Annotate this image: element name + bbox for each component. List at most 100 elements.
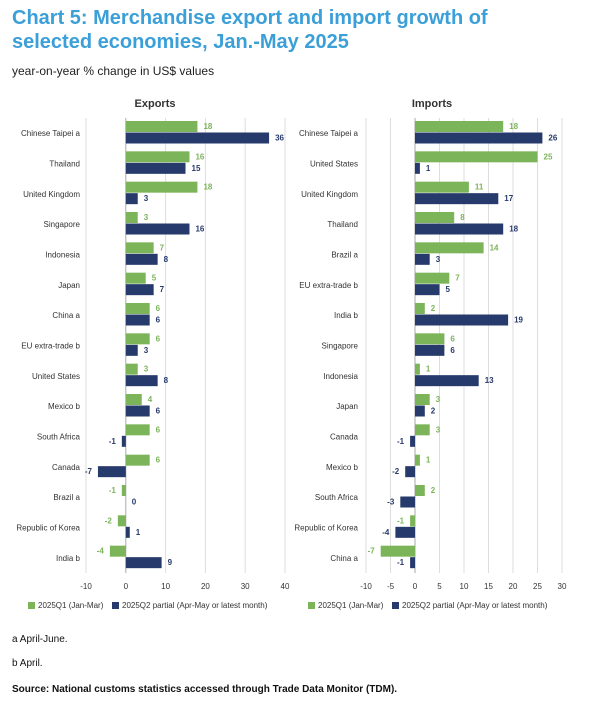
legend-label-q2: 2025Q2 partial (Apr-May or latest month): [402, 601, 548, 610]
footnote-b: b April.: [12, 658, 43, 669]
data-label-q2: 9: [168, 558, 173, 567]
bar-q2: [410, 557, 415, 569]
legend-label-q1: 2025Q1 (Jan-Mar): [38, 601, 104, 610]
category-label: China a: [330, 554, 358, 563]
bar-q1: [117, 515, 126, 527]
bar-q1: [125, 363, 138, 375]
bar-q1: [125, 212, 138, 223]
bar-q1: [125, 121, 198, 132]
chart-subtitle: year-on-year % change in US$ values: [12, 64, 215, 78]
bar-q1: [415, 454, 420, 466]
bar-q2: [125, 314, 150, 326]
x-tick-label: 30: [241, 582, 250, 591]
bar-q1: [125, 454, 150, 466]
data-label-q2: -7: [85, 467, 93, 476]
data-label-q2: 6: [156, 407, 161, 416]
category-label: Mexico b: [48, 402, 81, 411]
category-label: Thailand: [49, 160, 80, 169]
category-label: India b: [56, 554, 81, 563]
bar-q1: [415, 424, 430, 436]
data-label-q1: 16: [195, 152, 204, 161]
data-label-q1: -1: [109, 486, 117, 495]
x-tick-label: 0: [124, 582, 129, 591]
category-label: Mexico b: [326, 463, 359, 472]
data-label-q2: 18: [509, 225, 518, 234]
bar-q2: [125, 193, 138, 205]
bar-q1: [109, 545, 126, 557]
bar-q2: [415, 132, 543, 144]
data-label-q2: 15: [192, 164, 201, 173]
data-label-q1: 18: [203, 122, 212, 131]
category-label: United Kingdom: [23, 190, 80, 199]
data-label-q1: 8: [460, 213, 465, 222]
data-label-q1: -7: [368, 547, 376, 556]
legend-swatch-q2: [392, 602, 399, 609]
data-label-q2: 3: [144, 346, 149, 355]
category-label: South Africa: [315, 493, 359, 502]
data-label-q2: 6: [450, 346, 455, 355]
bar-q1: [415, 394, 430, 405]
bar-q1: [125, 424, 150, 436]
data-label-q2: -1: [397, 558, 405, 567]
bar-q1: [415, 333, 445, 345]
bar-q1: [125, 303, 150, 314]
category-label: India b: [334, 311, 359, 320]
category-label: Brazil a: [53, 493, 80, 502]
bar-q2: [125, 223, 190, 235]
data-label-q2: 13: [485, 376, 494, 385]
data-label-q2: 1: [136, 528, 141, 537]
legend-swatch-q1: [308, 602, 315, 609]
bar-q2: [415, 253, 430, 265]
bar-q2: [121, 435, 126, 447]
data-label-q2: 19: [514, 316, 523, 325]
bar-q1: [415, 485, 425, 496]
data-label-q1: 7: [455, 274, 460, 283]
bar-q1: [125, 272, 146, 284]
data-label-q1: 3: [144, 365, 149, 374]
bar-q1: [125, 242, 154, 254]
bar-q2: [415, 344, 445, 356]
data-label-q2: -1: [397, 437, 405, 446]
footnote-a: a April-June.: [12, 634, 68, 645]
bar-q2: [410, 435, 415, 447]
data-label-q2: 36: [275, 134, 284, 143]
data-label-q2: 7: [160, 285, 165, 294]
data-label-q2: 2: [431, 407, 436, 416]
bar-q1: [121, 485, 126, 496]
bar-q2: [97, 466, 126, 478]
data-label-q1: 5: [152, 274, 157, 283]
x-tick-label: -5: [387, 582, 395, 591]
bar-q2: [125, 405, 150, 417]
category-label: Chinese Taipei a: [299, 129, 359, 138]
chart-title: Chart 5: Merchandise export and import g…: [12, 7, 488, 53]
bar-q1: [415, 151, 538, 163]
category-label: United States: [32, 372, 80, 381]
bar-q1: [415, 181, 469, 193]
bar-q2: [415, 223, 504, 235]
bar-q1: [125, 151, 190, 163]
data-label-q1: -1: [397, 516, 405, 525]
bar-q1: [415, 121, 504, 132]
data-label-q2: 16: [195, 225, 204, 234]
bar-q2: [395, 526, 415, 538]
category-label: Republic of Korea: [16, 524, 80, 533]
bar-q1: [415, 272, 450, 284]
x-tick-label: 30: [558, 582, 567, 591]
category-label: United Kingdom: [301, 190, 358, 199]
data-label-q2: 17: [504, 194, 513, 203]
bar-q1: [125, 394, 142, 405]
data-label-q1: 14: [490, 243, 499, 252]
data-label-q2: -1: [109, 437, 117, 446]
bar-q2: [415, 375, 479, 387]
category-label: South Africa: [37, 433, 81, 442]
data-label-q2: 3: [436, 255, 441, 264]
data-label-q1: 6: [156, 304, 161, 313]
x-tick-label: 15: [484, 582, 493, 591]
bar-q1: [410, 515, 415, 527]
category-label: United States: [310, 160, 358, 169]
x-tick-label: 5: [437, 582, 442, 591]
category-label: Indonesia: [45, 251, 80, 260]
category-label: EU extra-trade b: [299, 281, 358, 290]
x-tick-label: -10: [360, 582, 372, 591]
category-label: China a: [52, 311, 80, 320]
